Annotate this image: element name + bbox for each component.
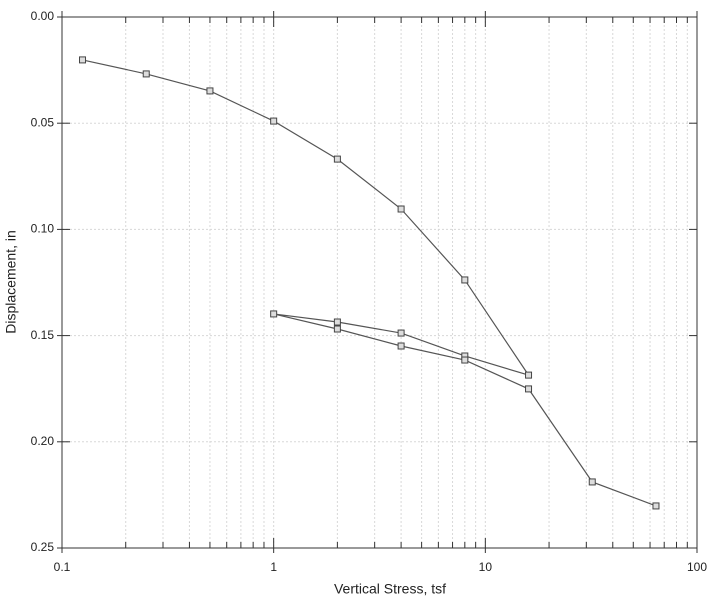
data-point <box>333 155 341 163</box>
data-point <box>461 356 469 364</box>
x-axis-label: Vertical Stress, tsf <box>334 581 446 597</box>
data-point <box>270 117 278 125</box>
data-point <box>461 276 469 284</box>
plot-frame <box>61 16 698 549</box>
y-tick-label: 0.05 <box>31 115 55 129</box>
y-tick-label: 0.10 <box>31 222 55 236</box>
data-point <box>525 371 533 379</box>
data-point <box>79 56 87 64</box>
y-tick-label: 0.15 <box>31 328 55 342</box>
series-line <box>82 59 657 507</box>
x-tick-label: 1 <box>270 560 277 574</box>
y-axis-label: Displacement, in <box>3 230 19 334</box>
y-tick-label: 0.20 <box>31 434 55 448</box>
x-tick-label: 0.1 <box>54 560 71 574</box>
x-tick-label: 10 <box>479 560 493 574</box>
data-point <box>333 325 341 333</box>
x-tick-label: 100 <box>687 560 707 574</box>
data-point <box>270 310 278 318</box>
data-point <box>525 385 533 393</box>
data-point <box>652 502 660 510</box>
data-point <box>397 329 405 337</box>
data-point <box>588 478 596 486</box>
data-point <box>142 70 150 78</box>
data-point <box>397 342 405 350</box>
y-tick-label: 0.25 <box>31 540 55 554</box>
data-point <box>333 318 341 326</box>
data-point <box>397 205 405 213</box>
data-point <box>206 87 214 95</box>
y-tick-label: 0.00 <box>31 9 55 23</box>
